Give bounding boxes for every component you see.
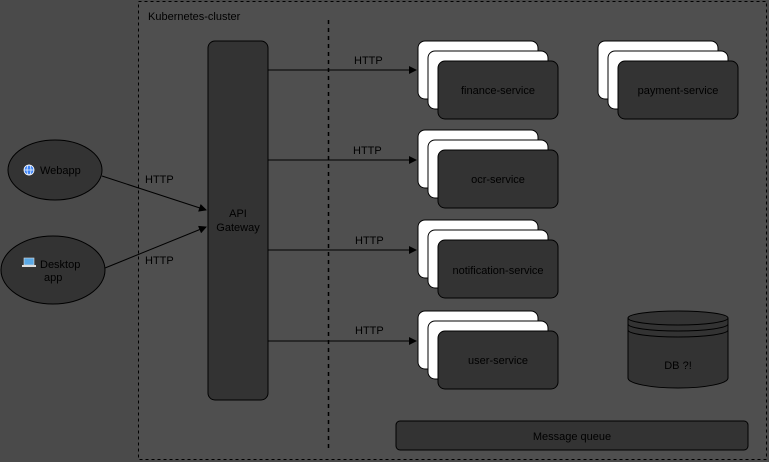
desktop-label-line2: app [44, 272, 62, 284]
edge-label-ocr: HTTP [353, 145, 382, 157]
webapp-node[interactable]: Webapp [7, 139, 103, 201]
message-queue-label: Message queue [533, 431, 611, 443]
payment-service-label: payment-service [638, 85, 719, 97]
laptop-icon [22, 257, 36, 267]
api-gateway-node[interactable]: API Gateway [207, 40, 269, 401]
gateway-label-line1: API [229, 208, 247, 220]
notification-service-node[interactable]: notification-service [417, 219, 559, 299]
message-queue-node[interactable]: Message queue [395, 420, 749, 451]
cluster-label: Kubernetes-cluster [148, 11, 241, 23]
user-service-label: user-service [468, 355, 528, 367]
notification-service-label: notification-service [452, 265, 543, 277]
globe-icon [23, 164, 35, 176]
database-node[interactable]: DB ?! [627, 310, 729, 389]
user-service-node[interactable]: user-service [417, 310, 559, 390]
db-label: DB ?! [664, 360, 692, 372]
edge-label-desktop: HTTP [145, 255, 174, 267]
edge-desktop-gateway [104, 225, 207, 269]
edge-label-notification: HTTP [355, 235, 384, 247]
webapp-label: Webapp [40, 165, 81, 177]
edge-label-webapp: HTTP [145, 174, 174, 186]
finance-service-label: finance-service [461, 85, 535, 97]
ocr-service-node[interactable]: ocr-service [417, 129, 559, 209]
edge-label-finance: HTTP [354, 55, 383, 67]
edge-webapp-gateway [101, 175, 207, 212]
ocr-service-label: ocr-service [471, 174, 525, 186]
desktop-app-node[interactable]: Desktop app [0, 235, 106, 305]
finance-service-node[interactable]: finance-service [417, 40, 559, 120]
edge-label-user: HTTP [355, 325, 384, 337]
payment-service-node[interactable]: payment-service [597, 40, 739, 120]
gateway-label-line2: Gateway [216, 222, 260, 234]
desktop-label-line1: Desktop [40, 259, 80, 271]
